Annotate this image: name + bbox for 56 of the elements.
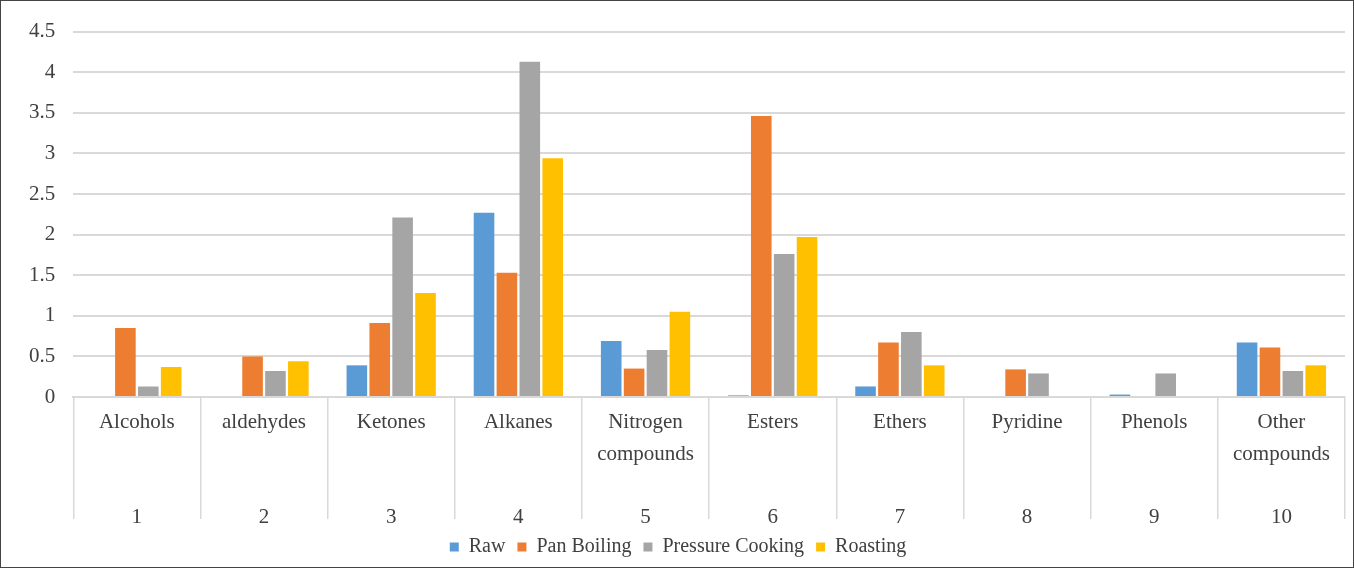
y-tick-label: 0 [44, 383, 56, 408]
bar [1236, 342, 1258, 396]
legend-label: Pan Boiling [536, 534, 632, 558]
category-label: Alkanes 4 [483, 409, 553, 528]
category-label: Alcohols 1 [98, 409, 175, 528]
bar [115, 327, 136, 396]
bar [623, 368, 645, 396]
bar [160, 366, 182, 396]
category-label: aldehydes 2 [222, 409, 306, 528]
bar [923, 365, 945, 396]
bar [796, 237, 818, 396]
category-label: Other compounds 10 [1233, 409, 1330, 528]
bar [473, 212, 495, 396]
bar [646, 349, 668, 396]
bar [496, 272, 518, 396]
bar [1028, 373, 1049, 396]
y-tick-label: 1.5 [29, 261, 56, 286]
y-tick-label: 2.5 [29, 180, 56, 205]
bar [392, 217, 413, 396]
bar [600, 340, 622, 396]
category-label: Phenols 9 [1120, 409, 1188, 528]
y-tick-label: 0.5 [29, 342, 56, 367]
category-label: Esters 6 [747, 409, 799, 528]
bar [369, 323, 391, 396]
bar [669, 311, 691, 396]
y-tick-label: 4 [44, 58, 56, 83]
legend-label: Raw [468, 534, 506, 557]
bar [1305, 365, 1327, 396]
bar [519, 61, 541, 396]
bar [346, 365, 368, 396]
bar [288, 361, 309, 396]
bar [1155, 373, 1176, 396]
bar [542, 158, 563, 396]
y-tick-label: 2 [44, 221, 56, 246]
bar [773, 254, 795, 396]
bar [265, 371, 286, 396]
bar [242, 356, 263, 396]
bar [1005, 369, 1026, 396]
category-label: Ethers 7 [873, 409, 927, 528]
bar [415, 293, 436, 396]
bar [855, 386, 876, 396]
bar [878, 342, 899, 396]
bar [750, 116, 772, 396]
category-label: Pyridine 8 [991, 409, 1063, 528]
bar [137, 386, 159, 396]
legend-label: Pressure Cooking [662, 534, 805, 558]
y-tick-label: 3 [44, 139, 56, 164]
y-tick-label: 4.5 [29, 18, 56, 43]
legend-label: Roasting [835, 534, 907, 558]
bar [1259, 347, 1281, 396]
category-label: Ketones 3 [356, 409, 426, 528]
y-tick-label: 1 [44, 302, 56, 327]
y-tick-label: 3.5 [29, 99, 56, 124]
bar [901, 332, 922, 396]
category-label: Nitrogen compounds 5 [597, 409, 694, 528]
bar [1282, 371, 1304, 396]
